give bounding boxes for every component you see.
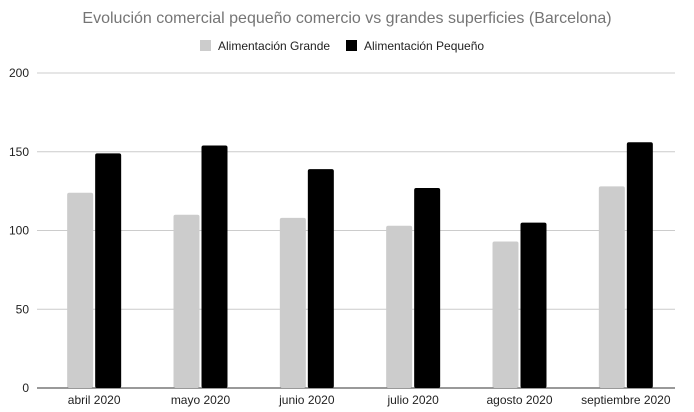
y-tick-label: 0 (22, 381, 29, 395)
bar-pequeno (307, 169, 334, 388)
bar-grande (67, 192, 94, 388)
chart-title: Evolución comercial pequeño comercio vs … (82, 10, 611, 27)
y-tick-label: 50 (16, 302, 30, 316)
x-tick-label: mayo 2020 (171, 393, 231, 407)
bar-pequeno (414, 187, 441, 388)
x-tick-label: septiembre 2020 (581, 393, 671, 407)
y-tick-label: 200 (9, 66, 29, 80)
bar-grande (386, 225, 413, 388)
x-tick-label: julio 2020 (386, 393, 439, 407)
bar-grande (173, 214, 200, 388)
bar-pequeno (520, 222, 547, 388)
x-tick-label: agosto 2020 (486, 393, 552, 407)
x-tick-label: junio 2020 (278, 393, 335, 407)
bar-pequeno (95, 153, 122, 388)
legend: Alimentación Grande Alimentación Pequeño (200, 39, 484, 53)
legend-swatch-pequeno (346, 40, 357, 51)
legend-label-grande: Alimentación Grande (218, 39, 330, 53)
bar-grande (492, 241, 519, 388)
bar-pequeno (626, 142, 653, 388)
y-tick-label: 150 (9, 145, 29, 159)
legend-label-pequeno: Alimentación Pequeño (364, 39, 484, 53)
y-tick-label: 100 (9, 224, 29, 238)
bar-grande (279, 217, 306, 388)
bar-pequeno (201, 145, 228, 388)
bar-grande (598, 186, 625, 388)
x-tick-label: abril 2020 (68, 393, 121, 407)
legend-swatch-grande (200, 40, 211, 51)
